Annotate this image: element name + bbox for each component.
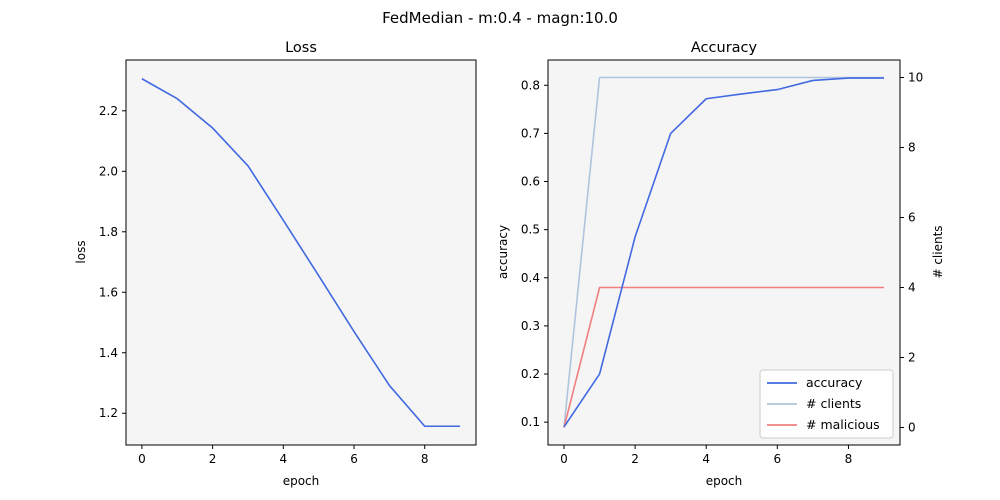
accuracy-x-ticks: 0 2 4 6 8 [560,445,852,466]
loss-x-ticks: 0 2 4 6 8 [138,445,429,466]
loss-y-tick-label: 1.2 [99,406,118,420]
loss-y-tick-label: 2.0 [99,164,118,178]
loss-y-tick-label: 1.6 [99,285,118,299]
accuracy-title: Accuracy [691,40,758,56]
accuracy-lines [563,76,884,428]
acc-x-tick-label: 4 [702,452,710,466]
loss-y-tick-label: 1.4 [99,346,118,360]
acc-series-accuracy [563,77,884,428]
loss-x-tick-label: 6 [350,452,358,466]
loss-x-tick-label: 0 [138,452,146,466]
acc-series-clients [563,76,884,428]
clients-y-tick-label: 4 [908,281,916,295]
clients-y-tick-label: 2 [908,351,916,365]
loss-x-tick-label: 4 [280,452,288,466]
loss-y-tick-label: 2.2 [99,104,118,118]
figure-suptitle: FedMedian - m:0.4 - magn:10.0 [382,9,618,27]
loss-x-axis-label: epoch [283,474,320,488]
loss-plot-area [125,59,477,446]
legend-label-clients: # clients [806,396,861,411]
acc-x-tick-label: 2 [631,452,639,466]
loss-y-tick-label: 1.8 [99,225,118,239]
legend-label-malicious: # malicious [806,417,880,432]
clients-y-tick-label: 6 [908,211,916,225]
acc-y-tick-label: 0.5 [521,223,540,237]
loss-lines [141,78,461,428]
clients-y-axis-label: # clients [931,225,945,278]
accuracy-legend: accuracy # clients # malicious [759,369,894,439]
accuracy-x-axis-label: epoch [706,474,743,488]
accuracy-panel: 0 2 4 6 8 0.1 0.2 0.3 0.4 0.5 0.6 0.7 0.8 0 2 4 6 8 10 A… [496,40,945,488]
accuracy-y-ticks: 0.1 0.2 0.3 0.4 0.5 0.6 0.7 0.8 [521,78,548,429]
clients-y-tick-label: 0 [908,421,916,435]
acc-y-tick-label: 0.3 [521,319,540,333]
clients-y-ticks: 0 2 4 6 8 10 [900,71,923,435]
loss-x-tick-label: 2 [209,452,217,466]
accuracy-y-axis-label: accuracy [496,225,510,279]
clients-y-tick-label: 10 [908,71,923,85]
acc-series-malicious [563,286,884,428]
loss-x-tick-label: 8 [421,452,429,466]
loss-title: Loss [285,40,317,56]
acc-y-tick-label: 0.2 [521,367,540,381]
acc-y-tick-label: 0.4 [521,271,540,285]
legend-label-accuracy: accuracy [806,375,863,390]
acc-y-tick-label: 0.8 [521,78,540,92]
clients-y-tick-label: 8 [908,141,916,155]
acc-y-tick-label: 0.1 [521,415,540,429]
loss-y-axis-label: loss [74,240,88,263]
legend-frame [759,369,894,439]
loss-panel: 0 2 4 6 8 1.2 1.4 1.6 1.8 2.0 2.2 Loss epoch loss [74,40,477,488]
acc-x-tick-label: 6 [774,452,782,466]
loss-series-loss [141,78,461,428]
acc-y-tick-label: 0.6 [521,175,540,189]
acc-x-tick-label: 8 [845,452,853,466]
acc-x-tick-label: 0 [560,452,568,466]
acc-y-tick-label: 0.7 [521,126,540,140]
loss-y-ticks: 1.2 1.4 1.6 1.8 2.0 2.2 [99,104,126,420]
